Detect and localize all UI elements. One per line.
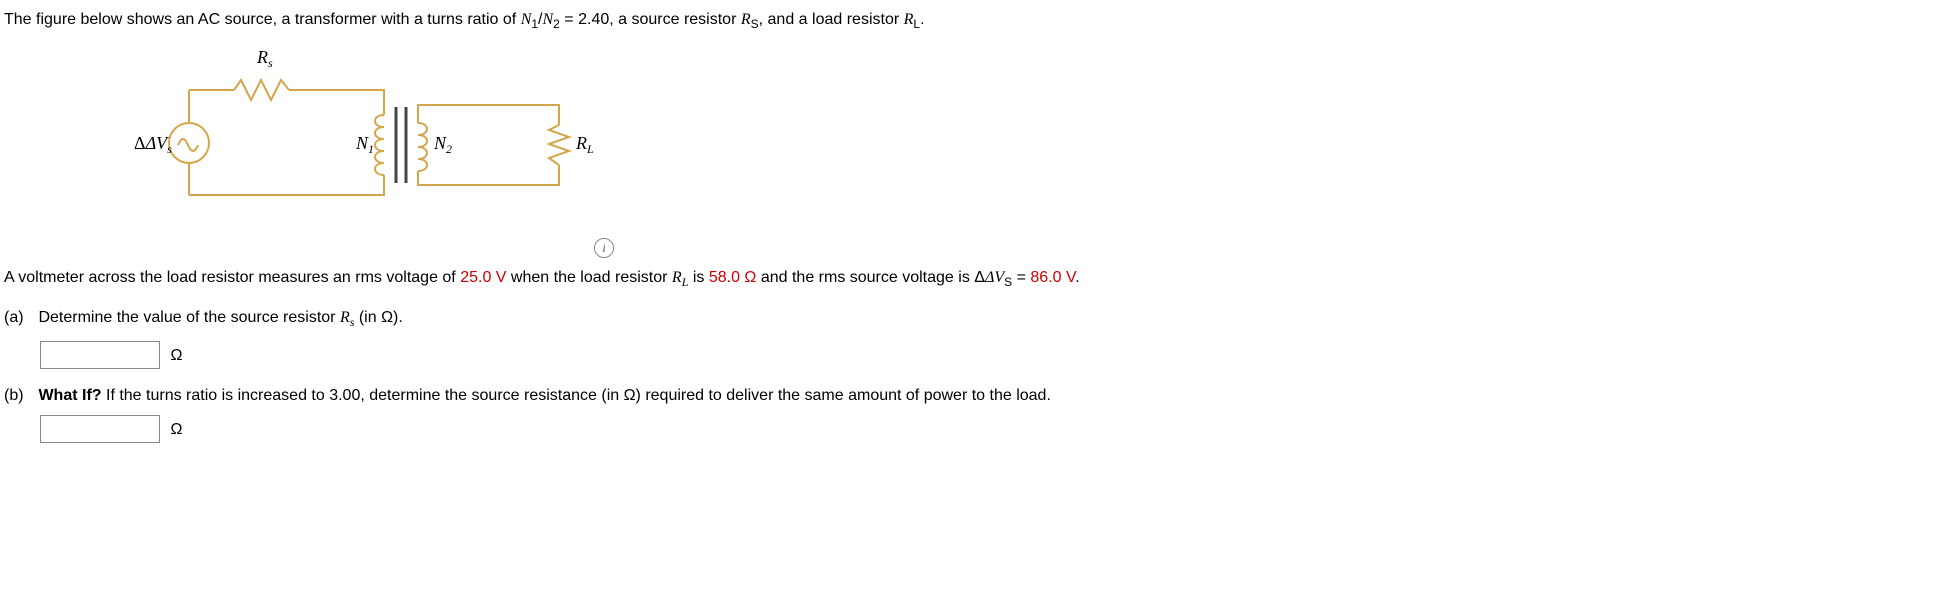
- n2-sub: 2: [553, 17, 560, 31]
- part-b-input[interactable]: [40, 415, 160, 443]
- dv-symbol: ΔΔV: [974, 269, 1004, 286]
- svg-text:N2: N2: [433, 133, 452, 156]
- text: is: [693, 269, 709, 286]
- rl-symbol: R: [904, 11, 914, 28]
- text: when the load resistor: [511, 269, 672, 286]
- part-b-unit: Ω: [170, 421, 182, 438]
- part-a-unit: Ω: [170, 347, 182, 364]
- part-a-answer-row: Ω: [40, 341, 1934, 369]
- part-a-input[interactable]: [40, 341, 160, 369]
- part-a: (a) Determine the value of the source re…: [4, 309, 1934, 330]
- part-a-text: Determine the value of the source resist…: [38, 309, 402, 330]
- n1-symbol: N: [521, 11, 532, 28]
- measurement-text: A voltmeter across the load resistor mea…: [4, 266, 1934, 291]
- rs-symbol: R: [741, 11, 751, 28]
- part-b-text: What If? If the turns ratio is increased…: [38, 387, 1050, 405]
- ratio-value: 2.40: [578, 11, 609, 28]
- dv-sub: S: [1004, 275, 1012, 289]
- text: (in Ω).: [354, 309, 402, 326]
- rl-sub: L: [682, 275, 689, 289]
- value-vs: 86.0 V: [1030, 269, 1075, 286]
- info-icon[interactable]: i: [594, 238, 614, 258]
- value-rl: 58.0 Ω: [709, 269, 757, 286]
- text: A voltmeter across the load resistor mea…: [4, 269, 460, 286]
- text: , a source resistor: [609, 11, 741, 28]
- text: and the rms source voltage is: [761, 269, 974, 286]
- svg-text:Rs: Rs: [256, 47, 273, 70]
- part-b-label: (b): [4, 387, 34, 405]
- n2-symbol: N: [543, 11, 554, 28]
- text: The figure below shows an AC source, a t…: [4, 11, 521, 28]
- rs-sub: S: [751, 17, 759, 31]
- svg-text:N1: N1: [355, 133, 374, 156]
- text: If the turns ratio is increased to 3.00,…: [102, 387, 1051, 404]
- problem-statement: The figure below shows an AC source, a t…: [4, 8, 1934, 33]
- svg-text:RL: RL: [575, 133, 594, 156]
- text: .: [1075, 269, 1079, 286]
- svg-text:ΔΔVs: ΔΔVs: [134, 133, 172, 156]
- part-b-answer-row: Ω: [40, 415, 1934, 443]
- what-if-label: What If?: [38, 387, 101, 404]
- part-b: (b) What If? If the turns ratio is incre…: [4, 387, 1934, 405]
- rl-symbol: R: [672, 269, 682, 286]
- text: Determine the value of the source resist…: [38, 309, 339, 326]
- text: .: [920, 11, 924, 28]
- circuit-diagram: Rs ΔΔVs N1: [84, 45, 1934, 230]
- text: =: [1017, 269, 1031, 286]
- value-vload: 25.0 V: [460, 269, 506, 286]
- eq: =: [560, 11, 578, 28]
- part-a-label: (a): [4, 309, 34, 327]
- text: , and a load resistor: [759, 11, 904, 28]
- rs-symbol: R: [340, 309, 350, 326]
- info-icon-row: i: [4, 238, 1934, 266]
